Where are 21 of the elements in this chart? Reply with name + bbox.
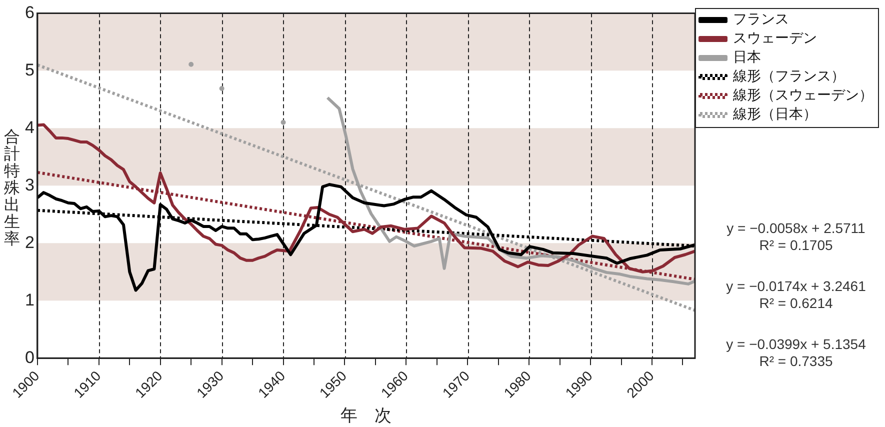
text: y = −0.0399x + 5.1354 R² = 0.7335 xyxy=(725,336,867,370)
legend-label: スウェーデン xyxy=(733,30,817,47)
legend-label: フランス xyxy=(733,12,789,28)
point xyxy=(188,62,194,67)
text: y = −0.0174x + 3.2461 R² = 0.6214 xyxy=(725,278,867,312)
y-tick-label: 6 xyxy=(24,2,34,22)
legend-label: 線形（スウェーデン） xyxy=(732,88,873,104)
legend-label: 日本 xyxy=(733,50,761,66)
point xyxy=(280,120,286,125)
y-tick-label: 2 xyxy=(24,232,34,252)
y-tick-label: 4 xyxy=(24,118,34,137)
y-tick-label: 1 xyxy=(24,290,34,310)
y-tick-label: 0 xyxy=(24,348,34,367)
y-axis-title: 合計特殊出生率 xyxy=(3,127,21,248)
legend-label: 線形（日本） xyxy=(732,106,817,123)
y-tick-label: 5 xyxy=(24,60,34,80)
y-tick-label: 3 xyxy=(24,175,34,194)
point xyxy=(219,86,224,92)
legend-label: 線形（フランス） xyxy=(732,68,845,85)
text: y = −0.0058x + 2.5711 R² = 0.1705 xyxy=(726,220,866,254)
x-axis-title: 年 次 xyxy=(340,405,392,427)
